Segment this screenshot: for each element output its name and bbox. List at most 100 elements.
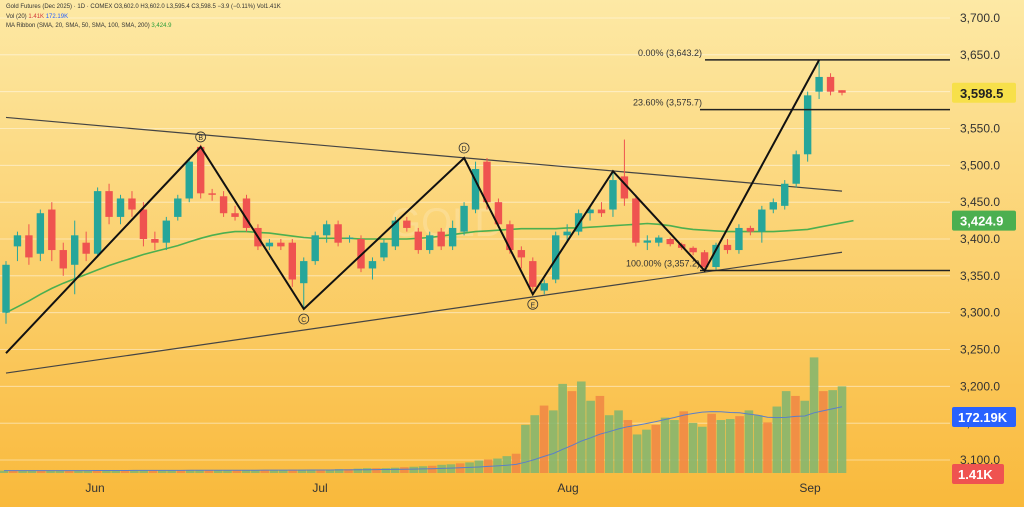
volume-bar xyxy=(288,469,297,473)
candle-body xyxy=(609,180,617,210)
volume-bar xyxy=(781,391,791,473)
volume-bar xyxy=(260,470,270,473)
volume-bar xyxy=(549,410,558,473)
volume-bar xyxy=(614,410,623,473)
volume-bar xyxy=(195,470,204,473)
volume-bar xyxy=(698,426,707,473)
pivot-marker xyxy=(298,313,310,325)
candle-body xyxy=(460,205,468,232)
fib-level-label: 100.00% (3,357.2) xyxy=(626,259,700,269)
ma-value-badge: 3,424.9 xyxy=(960,214,1003,229)
volume-bar xyxy=(735,416,744,473)
volume-bar xyxy=(74,470,83,473)
candle-body xyxy=(838,90,846,93)
volume-bar xyxy=(204,470,214,473)
candle-body xyxy=(506,224,514,251)
volume-bar xyxy=(530,415,540,473)
header-ma-line: MA Ribbon (SMA, 20, SMA, 50, SMA, 100, S… xyxy=(6,23,171,29)
candle-body xyxy=(82,242,90,254)
pivot-label: C xyxy=(301,317,306,324)
volume-bar xyxy=(576,381,586,473)
candle-body xyxy=(288,242,297,280)
price-tick-label: 3,300.0 xyxy=(960,306,1000,320)
volume-bar xyxy=(390,467,400,473)
volume-bar xyxy=(707,413,716,473)
volume-ma-line xyxy=(4,406,843,472)
candle-body xyxy=(563,231,571,236)
fib-level-label: 23.60% (3,575.7) xyxy=(633,98,702,108)
volume-bar xyxy=(148,470,158,473)
candle-body xyxy=(540,283,548,291)
candle-body xyxy=(368,261,377,269)
volume-bar xyxy=(279,470,288,473)
price-tick-label: 3,700.0 xyxy=(960,11,1000,25)
pivot-label: E xyxy=(530,302,535,309)
pivot-marker xyxy=(527,298,539,310)
lower-trendline xyxy=(5,251,843,374)
ma-ribbon-value: 3,424.9 xyxy=(151,23,172,29)
candle-body xyxy=(403,220,411,228)
candle-body xyxy=(689,247,697,253)
volume-bar xyxy=(269,470,279,473)
volume-bar xyxy=(83,470,93,473)
candle-body xyxy=(300,261,308,284)
vol-value: 1.41K xyxy=(28,14,45,20)
candle-body xyxy=(781,183,789,206)
volume-bar xyxy=(763,422,772,473)
time-tick-label: Sep xyxy=(799,481,821,495)
candle-body xyxy=(174,198,182,217)
price-tick-label: 3,200.0 xyxy=(960,379,1000,393)
candle-body xyxy=(735,227,743,251)
volume-bar xyxy=(306,469,316,473)
candle-body xyxy=(162,220,171,243)
candle-body xyxy=(712,244,720,267)
volume-bar xyxy=(9,470,18,473)
candle-body xyxy=(391,220,400,247)
candle-body xyxy=(803,95,812,155)
volume-bar xyxy=(521,424,530,473)
volume-bar xyxy=(55,470,65,473)
candle-body xyxy=(265,242,274,247)
candle-body xyxy=(242,198,251,228)
volume-bar xyxy=(139,470,148,473)
volume-bar xyxy=(716,420,726,473)
ma-ribbon-label: MA Ribbon (SMA, 20, SMA, 50, SMA, 100, S… xyxy=(6,23,150,29)
pivot-label: D xyxy=(462,146,467,153)
volume-bar xyxy=(297,469,307,473)
volume-bar xyxy=(344,469,353,473)
header-volume-line: Vol (20) 1.41K 172.19K xyxy=(6,14,68,20)
price-tick-label: 3,450.0 xyxy=(960,195,1000,209)
volume-bar xyxy=(632,434,642,473)
candle-body xyxy=(815,76,823,92)
volume-ma-badge-bg xyxy=(952,407,1016,427)
candle-body xyxy=(93,191,102,254)
candle-body xyxy=(105,191,113,217)
price-tick-label: 3,500.0 xyxy=(960,158,1000,172)
volume-bar xyxy=(111,470,121,473)
candle-body xyxy=(597,209,606,214)
volume-bar xyxy=(213,470,223,473)
volume-bar xyxy=(623,420,633,473)
candle-body xyxy=(655,237,663,243)
vol-indicator-label: Vol (20) xyxy=(6,14,27,20)
volume-bar xyxy=(185,470,195,473)
volume-bar xyxy=(651,424,661,473)
candle-body xyxy=(59,250,67,269)
last-price-badge: 3,598.5 xyxy=(960,86,1003,101)
header-ohlc-text: Gold Futures (Dec 2025) · 1D · COMEX O3,… xyxy=(6,4,281,10)
candle-body xyxy=(36,213,45,254)
time-tick-label: Jun xyxy=(85,481,104,495)
volume-bar xyxy=(241,470,251,473)
candle-body xyxy=(448,227,457,247)
volume-bar xyxy=(157,470,167,473)
candle-body xyxy=(2,264,10,313)
volume-bar xyxy=(725,419,735,473)
candle-body xyxy=(322,224,331,236)
candle-body xyxy=(758,209,766,232)
volume-bar xyxy=(372,468,381,473)
volume-bar xyxy=(837,386,847,473)
volume-bar xyxy=(316,469,325,473)
price-tick-label: 3,550.0 xyxy=(960,122,1000,136)
volume-bar xyxy=(539,405,549,473)
